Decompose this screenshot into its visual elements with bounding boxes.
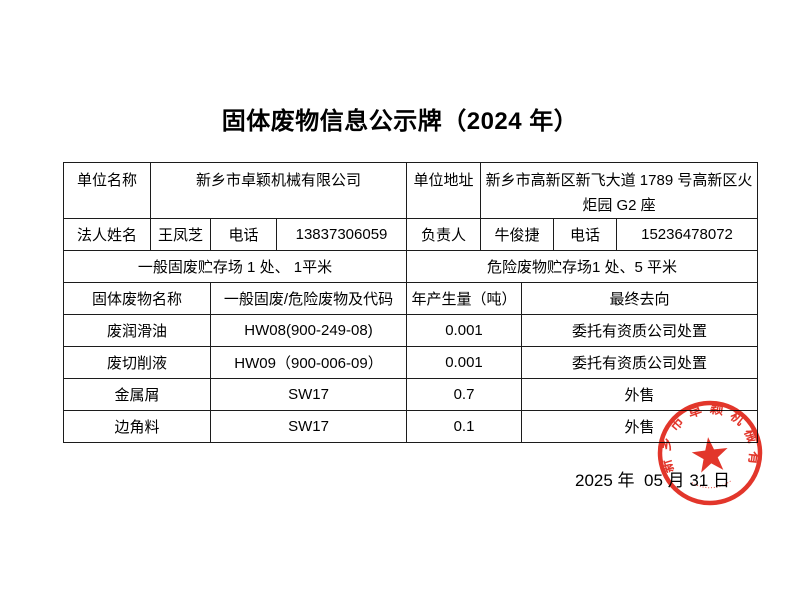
header-annual-amount: 年产生量（吨） (406, 282, 522, 315)
waste-code: SW17 (210, 410, 407, 443)
waste-name: 边角料 (63, 410, 211, 443)
seal-ring (657, 400, 763, 506)
waste-code: HW08(900-249-08) (210, 314, 407, 347)
waste-amount: 0.1 (406, 410, 522, 443)
waste-destination: 外售 (521, 410, 758, 443)
unit-address-value: 新乡市高新区新飞大道 1789 号高新区火炬园 G2 座 (480, 162, 758, 219)
phone2-value: 15236478072 (616, 218, 758, 251)
responsible-name: 牛俊捷 (480, 218, 554, 251)
waste-code: SW17 (210, 378, 407, 411)
phone1-label: 电话 (210, 218, 277, 251)
table-row-unit: 单位名称 新乡市卓颖机械有限公司 单位地址 新乡市高新区新飞大道 1789 号高… (63, 162, 758, 219)
legal-person-name: 王凤芝 (150, 218, 211, 251)
star-icon (691, 437, 728, 473)
waste-destination: 外售 (521, 378, 758, 411)
header-waste-name: 固体废物名称 (63, 282, 211, 315)
waste-amount: 0.001 (406, 346, 522, 379)
table-row: 废切削液 HW09（900-006-09） 0.001 委托有资质公司处置 (63, 346, 758, 379)
table-row: 金属屑 SW17 0.7 外售 (63, 378, 758, 411)
unit-name-value: 新乡市卓颖机械有限公司 (150, 162, 407, 219)
waste-destination: 委托有资质公司处置 (521, 314, 758, 347)
company-seal-stamp: 新乡市卓颖机械有限公司 ··············· (650, 394, 765, 506)
phone2-label: 电话 (553, 218, 617, 251)
unit-name-label: 单位名称 (63, 162, 151, 219)
waste-name: 废切削液 (63, 346, 211, 379)
waste-code: HW09（900-006-09） (210, 346, 407, 379)
phone1-value: 13837306059 (276, 218, 407, 251)
page-title: 固体废物信息公示牌（2024 年） (221, 108, 579, 135)
date-line: 2025 年 05 月 31 日 (575, 471, 730, 490)
table-row: 废润滑油 HW08(900-249-08) 0.001 委托有资质公司处置 (63, 314, 758, 347)
waste-amount: 0.001 (406, 314, 522, 347)
hazardous-storage-info: 危险废物贮存场1 处、5 平米 (406, 250, 758, 283)
header-destination: 最终去向 (521, 282, 758, 315)
table-header-row: 固体废物名称 一般固废/危险废物及代码 年产生量（吨） 最终去向 (63, 282, 758, 315)
waste-destination: 委托有资质公司处置 (521, 346, 758, 379)
responsible-label: 负责人 (406, 218, 481, 251)
unit-address-label: 单位地址 (406, 162, 481, 219)
waste-name: 废润滑油 (63, 314, 211, 347)
svg-text:···············: ··············· (689, 475, 736, 495)
table-row: 边角料 SW17 0.1 外售 (63, 410, 758, 443)
seal-micro-text: ··············· (689, 475, 736, 495)
table-row-contacts: 法人姓名 王凤芝 电话 13837306059 负责人 牛俊捷 电话 15236… (63, 218, 758, 251)
legal-person-label: 法人姓名 (63, 218, 151, 251)
waste-amount: 0.7 (406, 378, 522, 411)
general-storage-info: 一般固废贮存场 1 处、 1平米 (63, 250, 407, 283)
waste-info-table: 单位名称 新乡市卓颖机械有限公司 单位地址 新乡市高新区新飞大道 1789 号高… (63, 162, 758, 443)
waste-name: 金属屑 (63, 378, 211, 411)
header-waste-code: 一般固废/危险废物及代码 (210, 282, 407, 315)
table-row-storage: 一般固废贮存场 1 处、 1平米 危险废物贮存场1 处、5 平米 (63, 250, 758, 283)
